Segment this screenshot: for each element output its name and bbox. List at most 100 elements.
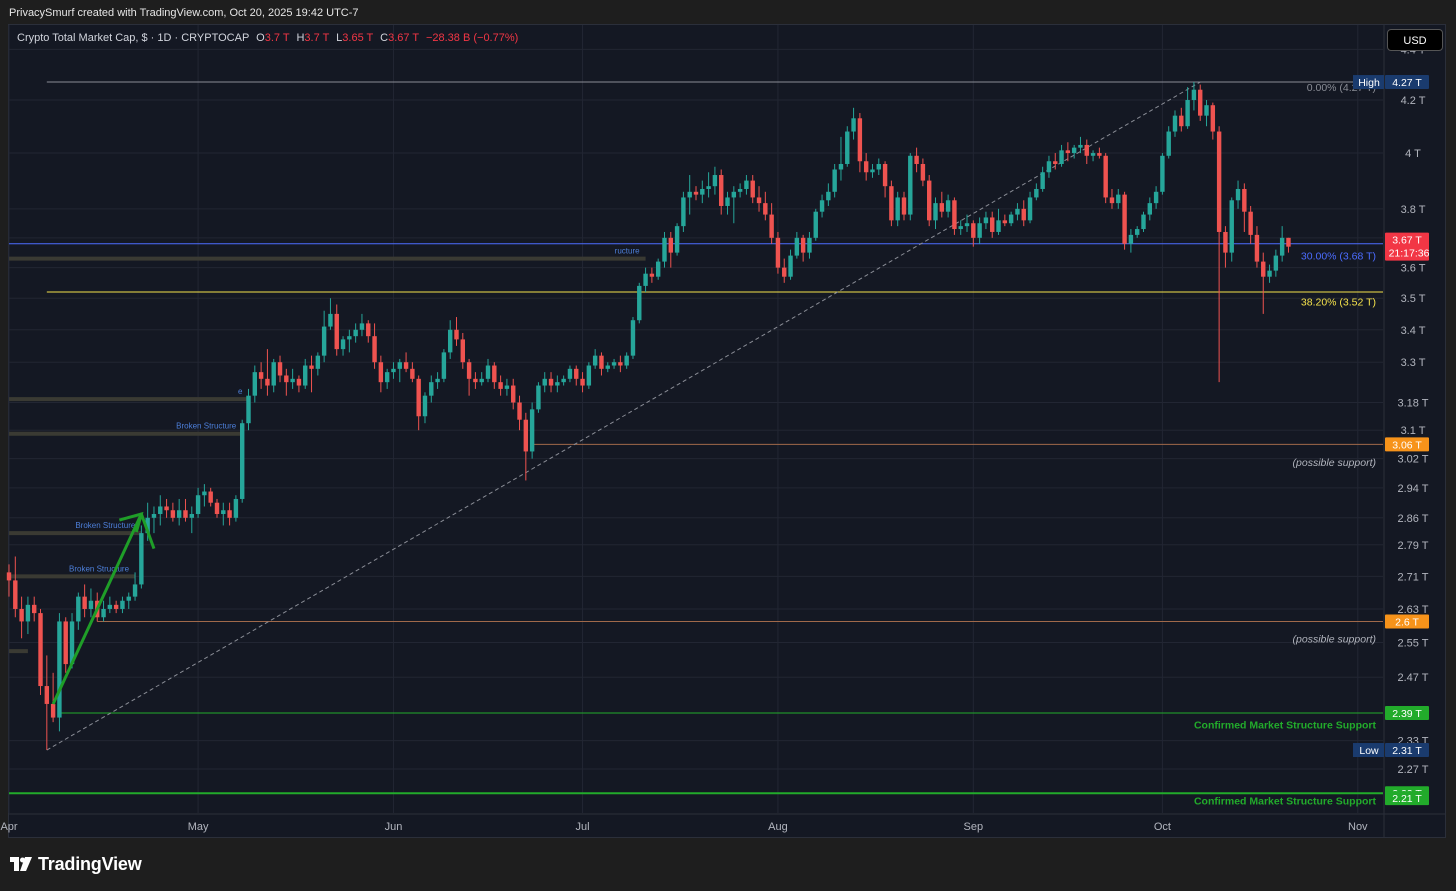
candle-body[interactable]	[1128, 234, 1134, 244]
candle-body[interactable]	[309, 365, 314, 369]
candle-body[interactable]	[277, 362, 283, 376]
candle-body[interactable]	[290, 378, 295, 383]
candle-body[interactable]	[536, 385, 541, 410]
candle-body[interactable]	[542, 378, 547, 386]
candle-body[interactable]	[214, 502, 220, 515]
candle-body[interactable]	[1109, 197, 1115, 204]
candle-body[interactable]	[101, 608, 106, 618]
candle-body[interactable]	[340, 339, 346, 350]
candle-body[interactable]	[183, 510, 188, 518]
candle-body[interactable]	[1147, 203, 1153, 215]
candle-body[interactable]	[933, 203, 938, 221]
candle-body[interactable]	[466, 362, 472, 379]
candle-body[interactable]	[700, 188, 705, 195]
candle-body[interactable]	[1053, 161, 1058, 164]
candle-body[interactable]	[221, 510, 226, 515]
candle-body[interactable]	[107, 604, 113, 609]
candle-body[interactable]	[605, 365, 610, 369]
candle-body[interactable]	[788, 255, 793, 277]
candle-body[interactable]	[164, 506, 169, 511]
candle-body[interactable]	[1254, 234, 1260, 262]
candle-body[interactable]	[1021, 208, 1026, 221]
candle-body[interactable]	[851, 118, 856, 132]
tradingview-logo[interactable]: TradingView	[10, 852, 142, 876]
candle-body[interactable]	[674, 226, 680, 253]
candle-body[interactable]	[50, 703, 56, 718]
candle-body[interactable]	[303, 365, 308, 386]
candle-body[interactable]	[983, 217, 989, 224]
candle-body[interactable]	[227, 510, 232, 518]
candle-body[interactable]	[158, 506, 163, 515]
candle-body[interactable]	[151, 514, 157, 518]
candle-body[interactable]	[1122, 194, 1127, 244]
candle-body[interactable]	[1059, 150, 1064, 164]
candle-body[interactable]	[567, 368, 573, 379]
chart-pane[interactable]	[8, 24, 1446, 838]
candle-body[interactable]	[990, 217, 995, 232]
candle-body[interactable]	[1204, 105, 1209, 116]
candle-body[interactable]	[813, 211, 818, 238]
candle-body[interactable]	[1166, 131, 1171, 156]
candle-body[interactable]	[1248, 211, 1253, 235]
candle-body[interactable]	[1179, 115, 1184, 127]
candle-body[interactable]	[63, 621, 68, 665]
candle-body[interactable]	[189, 514, 194, 518]
candle-body[interactable]	[1002, 220, 1008, 224]
candle-body[interactable]	[202, 491, 207, 496]
candle-body[interactable]	[996, 220, 1001, 232]
candle-body[interactable]	[882, 163, 888, 187]
candle-body[interactable]	[384, 372, 390, 383]
candle-body[interactable]	[447, 329, 453, 353]
candle-body[interactable]	[926, 180, 932, 221]
candle-body[interactable]	[403, 362, 409, 369]
candle-body[interactable]	[1027, 197, 1033, 221]
candle-body[interactable]	[782, 267, 787, 277]
candle-body[interactable]	[618, 362, 623, 366]
candle-body[interactable]	[1261, 261, 1266, 277]
candle-body[interactable]	[359, 323, 365, 330]
candle-body[interactable]	[410, 368, 415, 379]
candle-body[interactable]	[687, 191, 692, 198]
candle-body[interactable]	[1015, 208, 1020, 215]
candle-body[interactable]	[971, 223, 976, 238]
candle-body[interactable]	[599, 355, 604, 369]
candle-body[interactable]	[1223, 231, 1228, 253]
candle-body[interactable]	[1198, 89, 1203, 116]
candle-body[interactable]	[334, 313, 339, 350]
candle-body[interactable]	[1216, 131, 1222, 232]
candle-body[interactable]	[662, 237, 667, 262]
candle-body[interactable]	[422, 395, 428, 417]
candle-body[interactable]	[592, 355, 598, 366]
candle-body[interactable]	[492, 365, 497, 383]
candle-body[interactable]	[113, 604, 119, 609]
candle-body[interactable]	[397, 362, 402, 369]
candle-body[interactable]	[681, 197, 686, 227]
candle-body[interactable]	[1141, 214, 1146, 230]
candle-body[interactable]	[555, 382, 560, 386]
candle-body[interactable]	[69, 621, 75, 665]
candle-body[interactable]	[832, 169, 837, 192]
candle-body[interactable]	[523, 419, 529, 452]
candle-body[interactable]	[643, 273, 648, 286]
candle-body[interactable]	[1235, 188, 1241, 201]
candle-body[interactable]	[693, 191, 699, 195]
candle-body[interactable]	[630, 320, 636, 356]
candle-body[interactable]	[945, 200, 951, 212]
candle-body[interactable]	[1229, 200, 1234, 253]
candle-body[interactable]	[372, 336, 377, 363]
candle-body[interactable]	[649, 273, 655, 277]
candle-body[interactable]	[731, 191, 737, 198]
candle-body[interactable]	[120, 600, 125, 609]
candle-body[interactable]	[977, 223, 982, 238]
candle-body[interactable]	[838, 163, 844, 170]
candle-body[interactable]	[1160, 155, 1165, 192]
candle-body[interactable]	[1116, 194, 1121, 204]
candle-body[interactable]	[366, 323, 371, 337]
candle-body[interactable]	[441, 352, 447, 379]
candle-body[interactable]	[511, 385, 516, 403]
candle-body[interactable]	[504, 385, 510, 389]
candle-body[interactable]	[6, 572, 12, 581]
candle-body[interactable]	[435, 378, 440, 383]
candle-body[interactable]	[57, 621, 62, 718]
candle-body[interactable]	[239, 423, 245, 499]
